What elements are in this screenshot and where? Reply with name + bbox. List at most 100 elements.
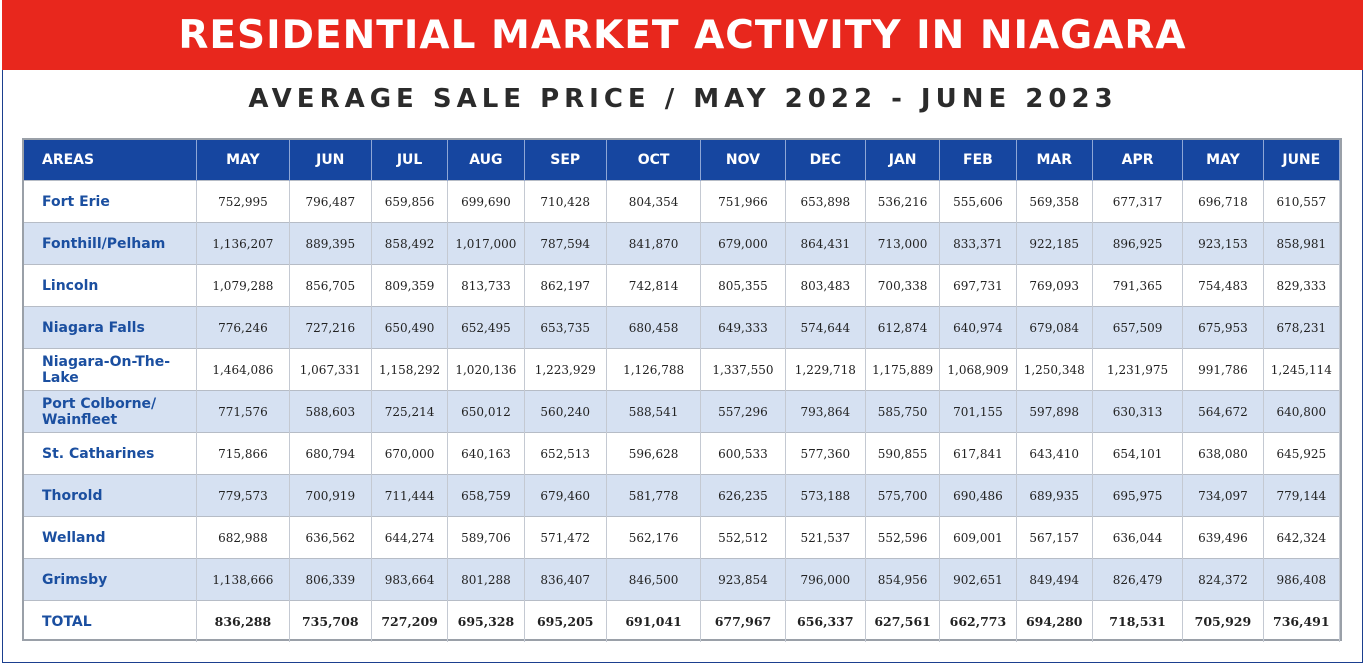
table-row: Niagara Falls 776,246 727,216 650,490 652,49… [24,306,1341,349]
price-cell: 657,509 [1092,306,1184,349]
column-header-month: APR [1092,140,1184,181]
price-cell: 650,490 [371,306,449,349]
price-cell: 846,500 [606,558,702,601]
price-cell: 776,246 [196,306,290,349]
price-cell: 697,731 [939,264,1017,307]
price-cell: 585,750 [865,390,941,433]
price-cell: 809,359 [371,264,449,307]
price-cell: 689,935 [1016,474,1093,517]
price-cell: 560,240 [524,390,607,433]
price-cell: 771,576 [196,390,290,433]
price-cell: 1,223,929 [524,348,607,391]
column-header-month: MAR [1016,140,1093,181]
price-cell: 858,492 [371,222,449,265]
price-cell: 695,328 [447,600,525,642]
price-cell: 680,794 [289,432,372,475]
price-cell: 787,594 [524,222,607,265]
price-cell: 1,175,889 [865,348,941,391]
price-table-container: AREAS MAY JUN JUL AUG SEP OCT NOV DEC JAN FEB MAR AP… [22,138,1342,642]
price-cell: 690,486 [939,474,1017,517]
price-cell: 658,759 [447,474,525,517]
price-cell: 727,216 [289,306,372,349]
price-cell: 630,313 [1092,390,1184,433]
table-row: Fonthill/Pelham 1,136,207 889,395 858,492 1,… [24,222,1341,265]
price-cell: 574,644 [785,306,866,349]
area-name-cell: Fort Erie [24,180,198,223]
price-cell: 581,778 [606,474,702,517]
total-row: TOTAL 836,288 735,708 727,209 695,328 695,205… [24,600,1341,642]
price-cell: 652,513 [524,432,607,475]
page-title: RESIDENTIAL MARKET ACTIVITY IN NIAGARA [178,12,1187,58]
price-cell: 569,358 [1016,180,1093,223]
price-cell: 612,874 [865,306,941,349]
price-cell: 654,101 [1092,432,1184,475]
price-cell: 653,735 [524,306,607,349]
price-cell: 701,155 [939,390,1017,433]
price-cell: 649,333 [700,306,786,349]
price-cell: 833,371 [939,222,1017,265]
price-cell: 638,080 [1182,432,1264,475]
price-cell: 642,324 [1263,516,1341,559]
price-cell: 796,487 [289,180,372,223]
price-cell: 645,925 [1263,432,1341,475]
price-cell: 779,573 [196,474,290,517]
price-cell: 521,537 [785,516,866,559]
price-cell: 564,672 [1182,390,1264,433]
price-cell: 650,012 [447,390,525,433]
price-cell: 590,855 [865,432,941,475]
price-cell: 803,483 [785,264,866,307]
price-cell: 983,664 [371,558,449,601]
title-banner: RESIDENTIAL MARKET ACTIVITY IN NIAGARA [2,0,1363,70]
price-cell: 1,464,086 [196,348,290,391]
price-cell: 600,533 [700,432,786,475]
table-row: Port Colborne/ Wainfleet 771,576 588,603 72… [24,390,1341,433]
price-cell: 742,814 [606,264,702,307]
price-cell: 1,245,114 [1263,348,1341,391]
price-cell: 695,205 [524,600,607,642]
price-cell: 849,494 [1016,558,1093,601]
price-cell: 805,355 [700,264,786,307]
column-header-month: AUG [447,140,525,181]
price-cell: 552,596 [865,516,941,559]
price-cell: 636,562 [289,516,372,559]
price-cell: 752,995 [196,180,290,223]
price-cell: 656,337 [785,600,866,642]
price-cell: 715,866 [196,432,290,475]
price-cell: 923,153 [1182,222,1264,265]
price-cell: 923,854 [700,558,786,601]
price-cell: 694,280 [1016,600,1093,642]
price-cell: 588,603 [289,390,372,433]
price-cell: 1,126,788 [606,348,702,391]
price-cell: 793,864 [785,390,866,433]
price-cell: 836,407 [524,558,607,601]
price-cell: 836,288 [196,600,290,642]
price-cell: 691,041 [606,600,702,642]
price-cell: 682,988 [196,516,290,559]
price-cell: 1,337,550 [700,348,786,391]
price-cell: 713,000 [865,222,941,265]
price-cell: 536,216 [865,180,941,223]
price-cell: 806,339 [289,558,372,601]
price-cell: 640,163 [447,432,525,475]
column-header-areas: AREAS [24,140,198,181]
table-body: Fort Erie 752,995 796,487 659,856 699,690 710… [24,180,1341,642]
price-cell: 577,360 [785,432,866,475]
area-name-cell: Thorold [24,474,198,517]
price-cell: 1,068,909 [939,348,1017,391]
price-cell: 796,000 [785,558,866,601]
price-cell: 653,898 [785,180,866,223]
price-cell: 1,250,348 [1016,348,1093,391]
price-cell: 1,229,718 [785,348,866,391]
price-cell: 678,231 [1263,306,1341,349]
price-cell: 699,690 [447,180,525,223]
price-cell: 700,338 [865,264,941,307]
price-cell: 626,235 [700,474,786,517]
price-cell: 575,700 [865,474,941,517]
price-cell: 991,786 [1182,348,1264,391]
price-cell: 573,188 [785,474,866,517]
price-cell: 1,138,666 [196,558,290,601]
column-header-month: JUN [289,140,372,181]
price-cell: 754,483 [1182,264,1264,307]
price-cell: 791,365 [1092,264,1184,307]
table-row: Fort Erie 752,995 796,487 659,856 699,690 710… [24,180,1341,223]
